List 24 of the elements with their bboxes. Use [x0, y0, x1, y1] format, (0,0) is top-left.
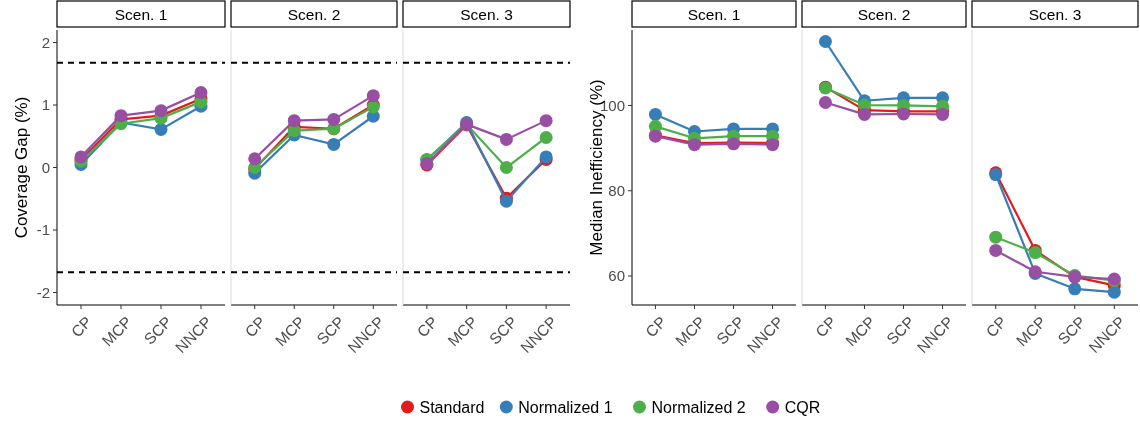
y-tick-label: 0	[41, 158, 50, 176]
y-tick-label: 2	[41, 33, 50, 51]
chart-title: Scen. 1	[687, 6, 741, 23]
legend-label: Normalized 2	[651, 398, 746, 416]
chart-title: Scen. 3	[1028, 6, 1082, 23]
chart-title: Scen. 2	[287, 6, 341, 23]
y-axis-title: Coverage Gap (%)	[12, 96, 31, 239]
y-tick-label: 60	[608, 267, 625, 285]
legend-label: Standard	[419, 398, 485, 416]
chart-title: Scen. 2	[857, 6, 911, 23]
y-tick-label: -2	[36, 283, 50, 301]
x-tick-label: CP	[413, 313, 441, 341]
y-tick-label: 80	[608, 181, 625, 199]
legend-label: Normalized 1	[518, 398, 613, 416]
x-tick-label: CP	[812, 313, 840, 341]
y-tick-label: 1	[41, 96, 50, 114]
x-tick-label: CP	[642, 313, 670, 341]
chart-title: Scen. 3	[460, 6, 513, 23]
chart-title: Scen. 1	[114, 6, 168, 23]
x-tick-label: CP	[241, 313, 269, 341]
x-tick-label: CP	[982, 313, 1010, 341]
legend-label: CQR	[784, 398, 821, 416]
y-tick-label: -1	[36, 221, 50, 239]
x-tick-label: CP	[67, 313, 96, 341]
